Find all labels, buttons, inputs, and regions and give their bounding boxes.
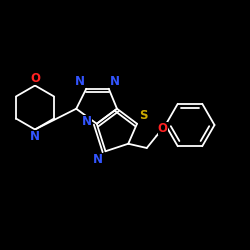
Text: S: S <box>139 109 147 122</box>
Text: O: O <box>30 72 40 85</box>
Text: N: N <box>75 75 85 88</box>
Text: N: N <box>93 153 103 166</box>
Text: N: N <box>82 115 92 128</box>
Text: N: N <box>110 75 120 88</box>
Text: O: O <box>158 122 168 135</box>
Text: N: N <box>30 130 40 143</box>
